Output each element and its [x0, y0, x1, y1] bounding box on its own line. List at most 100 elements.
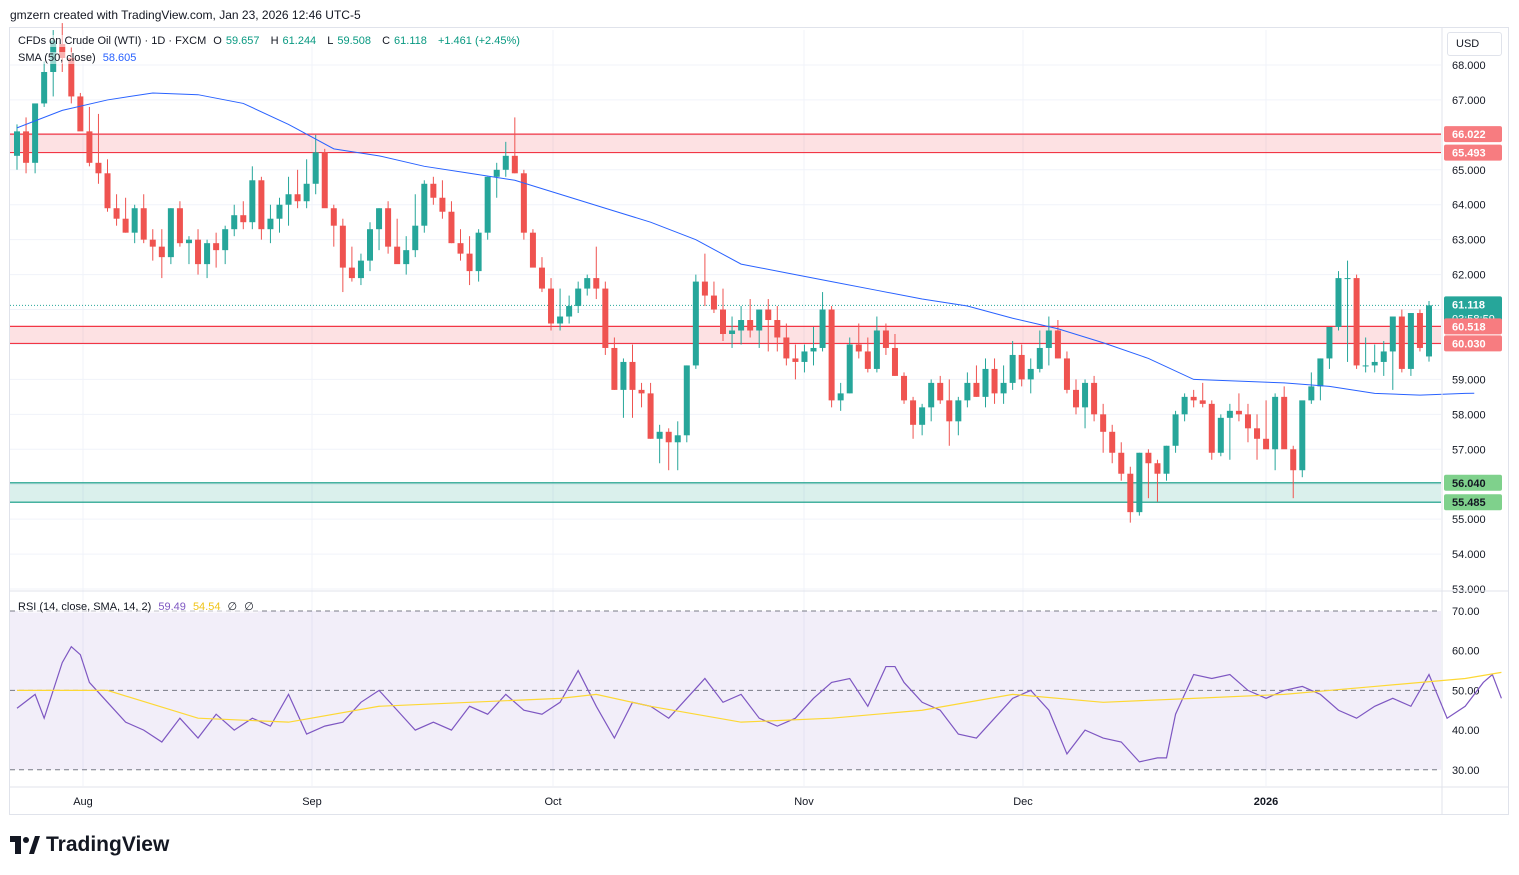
candle-body [747, 320, 754, 331]
rsi-line [16, 645, 1502, 763]
candle-body [140, 208, 147, 240]
price-change: +1.461 (+2.45%) [437, 35, 520, 47]
candle-body [891, 347, 898, 376]
rsi-extra-1: ∅ [227, 601, 238, 613]
price-tick-label: 53.000 [1452, 584, 1486, 596]
candle-body [475, 232, 482, 272]
candle-body [566, 306, 573, 317]
candle-body [68, 58, 75, 97]
rsi-tick-label: 30.00 [1452, 765, 1480, 777]
candle-body [195, 239, 202, 265]
candle-body [656, 431, 663, 439]
price-label-support [1444, 474, 1502, 491]
candle-body [1416, 313, 1423, 348]
candle-body [86, 131, 93, 163]
symbol-legend[interactable]: CFDs on Crude Oil (WTI) · 1D · FXCM O 59.… [18, 35, 524, 47]
candle-body [267, 218, 274, 230]
candle-body [204, 243, 211, 265]
candle-body [511, 155, 518, 174]
candle-body [376, 208, 383, 230]
candle-body [95, 162, 102, 174]
candle-body [1036, 347, 1043, 369]
rsi-legend[interactable]: RSI (14, close, SMA, 14, 2) 59.49 54.54 … [18, 600, 258, 613]
candle-body [1398, 316, 1405, 369]
candle-body [385, 208, 392, 247]
candle-body [846, 344, 853, 394]
candle-body [231, 215, 238, 230]
candle-body [1272, 396, 1279, 450]
candle-body [928, 382, 935, 408]
candle-body [1317, 358, 1324, 387]
candle-body [131, 208, 138, 233]
candle-body [276, 204, 283, 219]
price-label-text: 55.485 [1452, 497, 1486, 509]
candle-body [23, 131, 30, 163]
currency-selector[interactable]: USD [1447, 32, 1502, 56]
sma-legend[interactable]: SMA (50, close) 58.605 [18, 52, 141, 64]
candle-body [1009, 354, 1016, 383]
candle-body [59, 44, 66, 59]
candle-body [493, 169, 500, 177]
candle-body [1308, 386, 1315, 401]
candle-body [1100, 414, 1107, 432]
candle-body [1353, 278, 1360, 366]
candle-body [213, 243, 220, 251]
rsi-tick-label: 70.00 [1452, 606, 1480, 618]
price-label-text: 56.040 [1452, 478, 1486, 490]
candle-body [810, 347, 817, 352]
price-label-zone [1444, 126, 1502, 143]
ohlc-close: C 61.118 [382, 35, 427, 47]
candle-body [683, 365, 690, 436]
candle-body [1091, 382, 1098, 415]
candle-body [901, 375, 908, 401]
candle-body [430, 183, 437, 198]
candle-body [339, 225, 346, 268]
candle-body [1226, 410, 1233, 418]
candle-body [1208, 403, 1215, 453]
chart-frame[interactable] [9, 27, 1509, 815]
candle-body [1299, 400, 1306, 471]
price-label-text: 61.118 [1452, 299, 1485, 311]
candle-body [1281, 396, 1288, 450]
sma-value: 58.605 [102, 52, 137, 64]
candle-body [1371, 361, 1378, 366]
candle-body [910, 400, 917, 425]
candle-body [330, 208, 337, 226]
candle-body [41, 71, 48, 104]
candle-body [1290, 449, 1297, 471]
candle-body [285, 194, 292, 205]
tradingview-brand[interactable]: TradingView [10, 833, 169, 857]
tradingview-logo-icon [10, 836, 40, 854]
candle-body [1244, 414, 1251, 429]
candle-body [1217, 417, 1224, 453]
sma-label: SMA (50, close) [18, 52, 96, 64]
currency-label: USD [1456, 38, 1480, 50]
candle-body [1407, 313, 1414, 369]
time-axis-label: Sep [302, 796, 322, 808]
candle-body [14, 131, 20, 156]
candle-body [113, 208, 120, 219]
price-tick-label: 54.000 [1452, 549, 1486, 561]
candle-body [222, 229, 229, 251]
candle-body [1163, 445, 1170, 474]
candle-body [837, 393, 844, 401]
rsi-tick-label: 40.00 [1452, 725, 1480, 737]
candle-body [774, 320, 781, 338]
candle-body [1136, 452, 1143, 513]
candle-body [1118, 452, 1125, 474]
candle-body [738, 320, 745, 331]
ohlc-low: L 59.508 [327, 35, 372, 47]
candle-body [964, 382, 971, 401]
candle-body [557, 316, 564, 324]
candle-body [185, 239, 192, 244]
candle-body [982, 368, 989, 397]
candle-body [1154, 463, 1161, 474]
rsi-value: 59.49 [158, 601, 186, 613]
candle-body [1326, 327, 1333, 359]
candle-body [783, 337, 790, 359]
candle-body [122, 218, 129, 233]
candle-body [1082, 382, 1089, 408]
candle-body [466, 253, 473, 272]
candle-body [1073, 389, 1079, 408]
